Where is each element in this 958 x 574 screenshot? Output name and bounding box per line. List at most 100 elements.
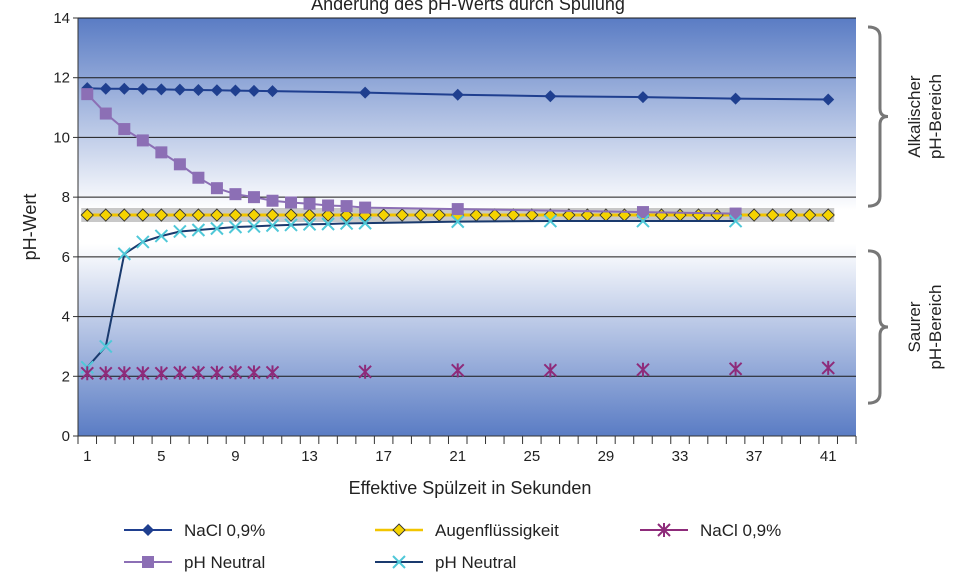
data-point <box>154 366 169 381</box>
y-tick-label: 10 <box>53 129 70 146</box>
data-point <box>191 365 206 380</box>
data-point <box>247 191 260 204</box>
data-point <box>136 83 149 96</box>
data-point <box>358 364 372 379</box>
x-tick-label: 37 <box>746 448 763 465</box>
x-axis-title: Effektive Spülzeit in Sekunden <box>349 478 592 498</box>
legend-item: pH Neutral <box>124 553 265 572</box>
range-label-line: pH-Bereich <box>926 74 945 159</box>
data-point <box>173 208 187 222</box>
data-point <box>728 214 743 228</box>
data-point <box>451 88 464 101</box>
data-point <box>191 208 206 222</box>
legend-label: pH Neutral <box>184 553 265 572</box>
data-point <box>636 214 650 228</box>
data-point <box>414 208 428 222</box>
data-point <box>154 208 168 222</box>
data-point <box>451 214 465 229</box>
data-point <box>265 365 280 380</box>
data-point <box>302 208 317 222</box>
data-point <box>136 208 150 222</box>
x-tick-label: 9 <box>231 448 239 465</box>
data-point <box>80 208 94 222</box>
x-tick-label: 5 <box>157 448 165 465</box>
data-point <box>228 208 243 222</box>
data-point <box>822 93 835 106</box>
data-point <box>192 83 205 96</box>
data-point <box>728 361 743 376</box>
data-point <box>99 107 112 120</box>
data-point <box>636 206 649 219</box>
x-tick-label: 1 <box>83 448 91 465</box>
data-point <box>285 196 298 209</box>
data-point <box>155 146 168 159</box>
data-point <box>766 208 780 222</box>
data-point <box>321 208 335 222</box>
data-point <box>99 82 112 95</box>
data-point <box>210 208 224 222</box>
data-point <box>210 84 223 97</box>
data-point <box>192 171 205 184</box>
data-point <box>340 200 353 213</box>
x-tick-label: 33 <box>672 448 689 465</box>
data-point <box>821 360 835 375</box>
data-point <box>117 366 132 381</box>
legend-label: NaCl 0,9% <box>700 521 781 540</box>
x-tick-label: 21 <box>449 448 466 465</box>
range-label-line: Alkalischer <box>905 75 924 158</box>
legend-label: Augenflüssigkeit <box>435 521 559 540</box>
data-point <box>747 208 761 222</box>
legend-item: pH Neutral <box>375 553 516 572</box>
legend-item: Augenflüssigkeit <box>375 521 559 540</box>
data-point <box>118 82 131 95</box>
data-point <box>729 207 742 220</box>
x-tick-label: 13 <box>301 448 318 465</box>
data-point <box>210 221 224 236</box>
gridlines <box>78 17 856 377</box>
data-point <box>247 219 261 234</box>
data-point <box>395 208 409 222</box>
data-point <box>359 86 372 99</box>
range-label-line: pH-Bereich <box>926 284 945 369</box>
data-point <box>377 208 391 222</box>
data-point <box>229 84 242 97</box>
range-label: Alkalischer pH-Bereich <box>905 74 945 159</box>
data-point <box>451 363 465 378</box>
series-2 <box>81 88 742 220</box>
range-brace <box>867 25 889 208</box>
data-point <box>173 158 186 171</box>
series-line <box>86 220 736 368</box>
data-point <box>358 216 372 230</box>
data-point <box>339 216 354 231</box>
data-point <box>284 208 298 222</box>
data-point <box>247 84 260 97</box>
y-tick-label: 6 <box>62 249 70 266</box>
data-point <box>173 365 187 380</box>
data-point <box>142 524 154 536</box>
data-point <box>136 235 150 249</box>
data-point <box>322 199 335 212</box>
range-label: Saurer pH-Bereich <box>905 284 945 369</box>
data-point <box>81 88 94 101</box>
range-brace <box>867 249 889 405</box>
chart-title: Änderung des pH-Werts durch Spülung <box>311 0 625 14</box>
axes: 0 2 4 6 8 10 12 14 1 5 9 13 17 21 25 29 33 37 41 <box>53 10 857 465</box>
series-layer <box>80 82 835 381</box>
data-point <box>729 92 742 105</box>
data-point <box>636 362 650 377</box>
legend: NaCl 0,9% Augenflüssigkeit NaCl 0,9% pH Neu… <box>124 521 781 572</box>
data-point <box>210 365 224 380</box>
data-point <box>821 208 835 222</box>
y-tick-label: 4 <box>62 309 70 326</box>
data-point <box>321 217 335 231</box>
data-point <box>265 208 280 222</box>
y-tick-label: 14 <box>53 10 70 27</box>
data-point <box>229 188 242 201</box>
legend-label: pH Neutral <box>435 553 516 572</box>
data-point <box>543 363 558 378</box>
data-point <box>784 208 798 222</box>
data-point <box>210 182 223 195</box>
data-point <box>266 194 279 207</box>
y-tick-label: 0 <box>62 428 70 445</box>
